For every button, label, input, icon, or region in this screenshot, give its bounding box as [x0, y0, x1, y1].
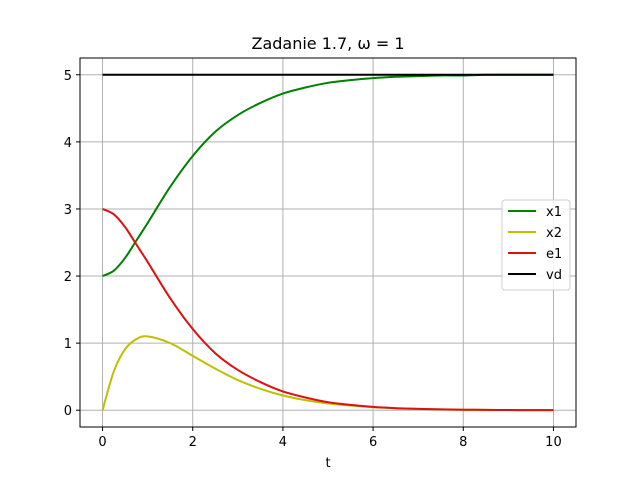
legend-label-e1: e1 [546, 247, 562, 262]
chart-title: Zadanie 1.7, ω = 1 [251, 34, 404, 53]
y-tick-label: 1 [64, 337, 72, 352]
legend-label-x2: x2 [546, 226, 562, 241]
y-tick-label: 4 [64, 136, 72, 151]
series-line-e1 [102, 208, 554, 412]
x-tick-label: 6 [369, 435, 377, 450]
ticks: 0 2 4 6 8 10 0 1 2 3 4 5 [64, 69, 562, 450]
x-tick-label: 2 [189, 435, 197, 450]
legend-label-x1: x1 [546, 205, 562, 220]
x-tick-label: 4 [279, 435, 287, 450]
x-tick-label: 10 [545, 435, 562, 450]
x-axis-label: t [325, 456, 330, 471]
y-tick-label: 0 [64, 404, 72, 419]
x-tick-label: 8 [459, 435, 467, 450]
plot-area-border [79, 57, 577, 428]
legend-label-vd: vd [546, 268, 562, 283]
legend-box [501, 199, 571, 291]
grid [80, 58, 576, 427]
legend: x1 x2 e1 vd [501, 199, 571, 291]
y-tick-label: 2 [64, 270, 72, 285]
y-tick-label: 5 [64, 69, 72, 84]
y-tick-label: 3 [64, 203, 72, 218]
series-layer [101, 73, 554, 412]
x-tick-label: 0 [98, 435, 106, 450]
